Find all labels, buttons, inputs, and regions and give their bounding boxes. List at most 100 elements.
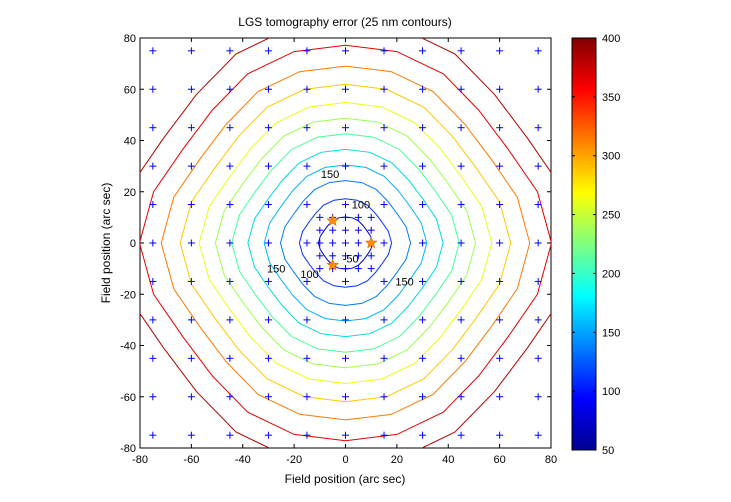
sample-marker	[303, 239, 311, 247]
guide-star	[326, 214, 340, 227]
y-tick-label: -20	[120, 289, 136, 301]
sample-marker	[457, 47, 465, 55]
sample-marker	[534, 277, 542, 285]
x-tick-label: 20	[391, 454, 403, 466]
sample-marker	[264, 277, 272, 285]
sample-marker	[496, 124, 504, 132]
sample-marker	[457, 201, 465, 209]
sample-marker	[149, 85, 157, 93]
sample-marker	[187, 277, 195, 285]
contour-labels: 150 100 -50 100 150 150	[267, 169, 414, 289]
sample-marker	[496, 85, 504, 93]
x-tick-label: 40	[442, 454, 454, 466]
guide-star	[364, 236, 378, 249]
sample-marker	[303, 393, 311, 401]
sample-marker	[303, 47, 311, 55]
sample-marker	[380, 201, 388, 209]
y-axis-label: Field position (arc sec)	[99, 183, 113, 304]
sample-marker	[264, 431, 272, 439]
sample-marker	[226, 47, 234, 55]
sample-marker	[367, 226, 375, 234]
sample-marker	[264, 162, 272, 170]
sample-marker	[342, 201, 349, 209]
sample-marker	[329, 239, 337, 247]
y-axis-ticks: -80 -60 -40 -20 0 20 40 60 80	[120, 33, 551, 455]
x-axis-label: Field position (arc sec)	[285, 472, 406, 486]
sample-marker	[149, 47, 157, 55]
sample-marker	[187, 47, 195, 55]
contour-125	[298, 198, 393, 288]
sample-marker	[342, 316, 349, 324]
sample-marker	[187, 124, 195, 132]
sample-marker	[419, 85, 427, 93]
sample-marker	[342, 265, 349, 273]
sample-marker	[457, 277, 465, 285]
sample-marker	[187, 393, 195, 401]
sample-marker	[342, 162, 349, 170]
sample-marker	[342, 226, 349, 234]
sample-marker	[534, 124, 542, 132]
sample-marker	[264, 316, 272, 324]
sample-marker	[380, 354, 388, 362]
contour-250	[214, 117, 477, 369]
sample-marker	[380, 239, 388, 247]
sample-marker	[264, 393, 272, 401]
sample-marker	[496, 239, 504, 247]
sample-marker	[316, 252, 324, 260]
sample-marker	[419, 354, 427, 362]
sample-marker	[534, 201, 542, 209]
sample-marker	[419, 393, 427, 401]
colorbar-tick-label: 300	[602, 151, 620, 163]
sample-marker	[496, 47, 504, 55]
x-tick-label: 0	[342, 454, 348, 466]
x-tick-label: -60	[183, 454, 199, 466]
sample-marker	[329, 226, 337, 234]
sample-marker	[342, 354, 349, 362]
sample-marker	[534, 316, 542, 324]
sample-marker	[187, 85, 195, 93]
sample-marker	[316, 213, 324, 221]
sample-marker	[149, 201, 157, 209]
sample-marker	[303, 85, 311, 93]
colorbar-tick-label: 100	[602, 386, 620, 398]
sample-marker	[419, 277, 427, 285]
contour-label: 150	[321, 169, 339, 181]
x-tick-label: 60	[494, 454, 506, 466]
colorbar-tick-label: 150	[602, 327, 620, 339]
sample-marker	[226, 162, 234, 170]
sample-marker	[316, 226, 324, 234]
sample-marker	[419, 162, 427, 170]
sample-marker	[226, 239, 234, 247]
x-axis-ticks: -80 -60 -40 -20 0 20 40 60 80	[132, 38, 557, 466]
contour-150	[279, 180, 412, 306]
sample-marker	[149, 316, 157, 324]
x-tick-label: 80	[545, 454, 557, 466]
sample-marker	[303, 277, 311, 285]
sample-marker	[380, 431, 388, 439]
sample-marker	[534, 354, 542, 362]
sample-marker	[354, 239, 362, 247]
colorbar-tick-label: 400	[602, 33, 620, 45]
sample-marker	[354, 265, 362, 273]
y-tick-label: 0	[130, 238, 136, 250]
sample-marker	[534, 162, 542, 170]
sample-marker	[380, 85, 388, 93]
contour-275	[198, 101, 493, 385]
colorbar-ticks: 50 100 150 200 250 300 350 400	[572, 33, 620, 457]
contour-label: 150	[267, 264, 285, 276]
contour-175	[263, 164, 428, 322]
contour-label: 150	[395, 276, 413, 288]
sample-marker	[380, 393, 388, 401]
sample-marker	[419, 124, 427, 132]
sample-marker	[419, 239, 427, 247]
contour-200	[247, 148, 444, 338]
colorbar-tick-label: 200	[602, 268, 620, 280]
sample-marker	[457, 162, 465, 170]
sample-marker	[226, 124, 234, 132]
sample-marker	[226, 431, 234, 439]
sample-marker	[264, 354, 272, 362]
sample-marker	[419, 47, 427, 55]
sample-marker	[303, 201, 311, 209]
contour-300	[179, 83, 512, 403]
